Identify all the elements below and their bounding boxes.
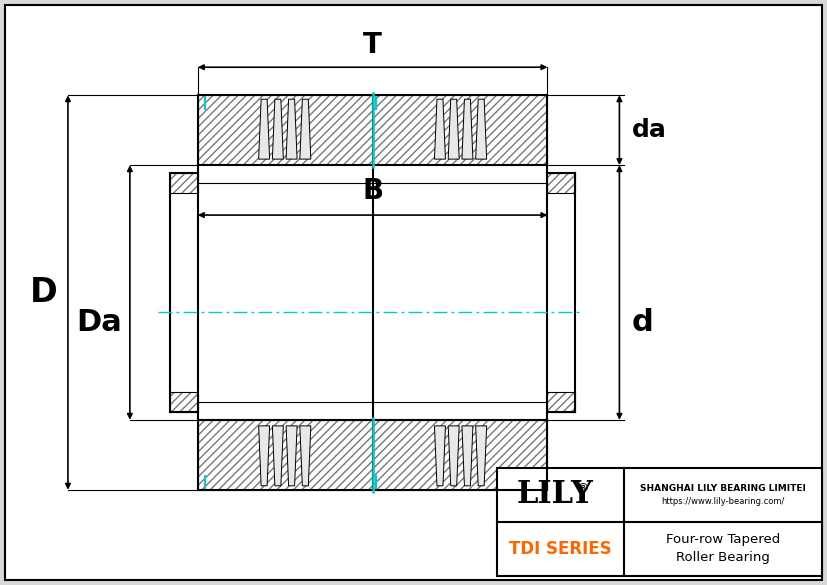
Text: Da: Da <box>76 308 122 337</box>
Bar <box>170 173 198 193</box>
Bar <box>198 165 547 420</box>
Bar <box>198 95 372 165</box>
Polygon shape <box>447 99 459 159</box>
Text: D: D <box>30 276 58 309</box>
Text: ®: ® <box>576 482 588 495</box>
Text: B: B <box>361 177 383 205</box>
Polygon shape <box>461 99 472 159</box>
Polygon shape <box>272 99 283 159</box>
Text: https://www.lily-bearing.com/: https://www.lily-bearing.com/ <box>661 497 784 506</box>
Text: da: da <box>631 118 666 142</box>
Bar <box>547 392 575 412</box>
Polygon shape <box>272 426 283 486</box>
Bar <box>198 95 372 165</box>
Bar <box>170 173 198 193</box>
Polygon shape <box>475 99 486 159</box>
Polygon shape <box>286 426 297 486</box>
Text: TDI SERIES: TDI SERIES <box>509 540 611 558</box>
Text: d: d <box>631 308 653 337</box>
Bar <box>372 95 547 165</box>
Polygon shape <box>258 99 270 159</box>
Text: T: T <box>363 31 381 59</box>
Bar <box>170 392 198 412</box>
Polygon shape <box>475 426 486 486</box>
Text: Four-row Tapered
Roller Bearing: Four-row Tapered Roller Bearing <box>666 534 780 565</box>
Polygon shape <box>461 426 472 486</box>
Polygon shape <box>447 426 459 486</box>
Polygon shape <box>299 99 310 159</box>
Polygon shape <box>434 426 445 486</box>
Polygon shape <box>434 99 445 159</box>
Bar <box>198 420 372 490</box>
Bar <box>372 420 547 490</box>
Polygon shape <box>299 426 310 486</box>
Bar <box>372 95 547 165</box>
Bar <box>170 392 198 412</box>
Bar <box>547 173 575 193</box>
Bar <box>372 420 547 490</box>
Bar <box>547 392 575 412</box>
Polygon shape <box>258 426 270 486</box>
Polygon shape <box>286 99 297 159</box>
Bar <box>547 173 575 193</box>
Bar <box>198 420 372 490</box>
Bar <box>496 468 821 576</box>
Text: SHANGHAI LILY BEARING LIMITEI: SHANGHAI LILY BEARING LIMITEI <box>639 484 805 493</box>
Text: LILY: LILY <box>516 479 593 510</box>
